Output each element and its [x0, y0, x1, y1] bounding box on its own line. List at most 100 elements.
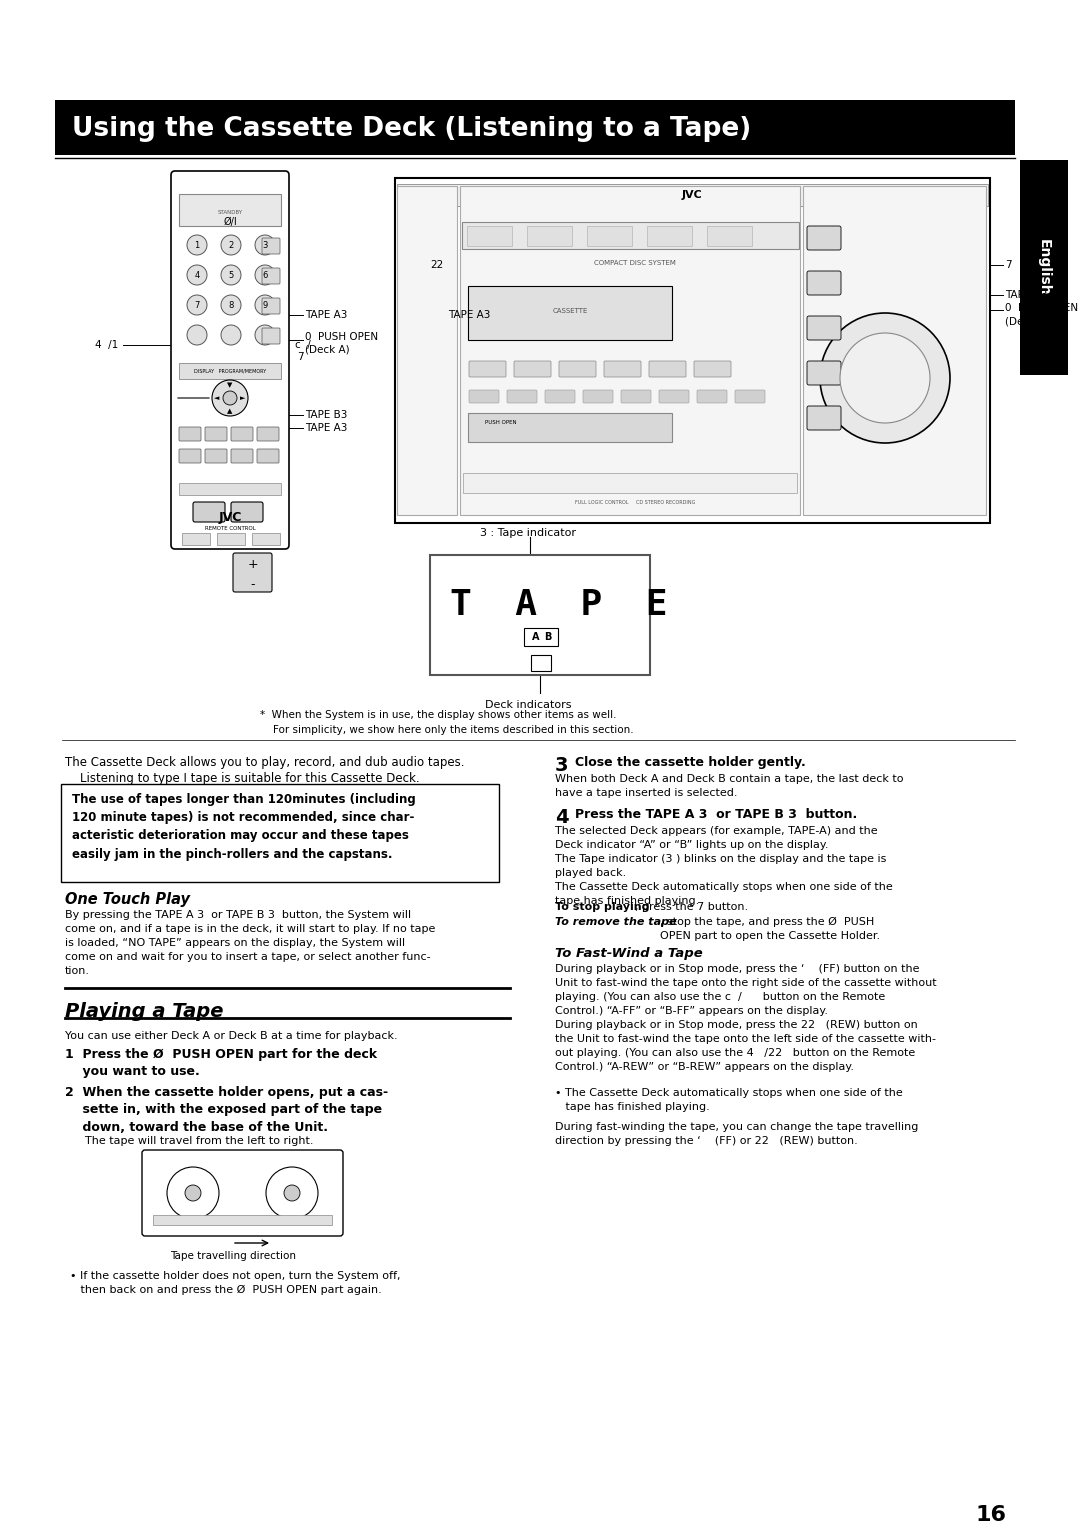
- Text: When both Deck A and Deck B contain a tape, the last deck to
have a tape inserte: When both Deck A and Deck B contain a ta…: [555, 775, 904, 798]
- FancyBboxPatch shape: [468, 413, 672, 442]
- Text: REMOTE CONTROL: REMOTE CONTROL: [204, 527, 255, 532]
- Circle shape: [820, 313, 950, 443]
- FancyBboxPatch shape: [233, 553, 272, 591]
- Text: • The Cassette Deck automatically stops when one side of the
   tape has finishe: • The Cassette Deck automatically stops …: [555, 1088, 903, 1112]
- Circle shape: [255, 325, 275, 345]
- Circle shape: [187, 235, 207, 255]
- FancyBboxPatch shape: [60, 784, 499, 882]
- Text: T  A  P  E: T A P E: [450, 588, 667, 622]
- FancyBboxPatch shape: [395, 177, 990, 523]
- Text: TAPE B3: TAPE B3: [305, 410, 348, 420]
- FancyBboxPatch shape: [179, 194, 281, 226]
- Text: 4: 4: [555, 808, 569, 827]
- Text: To Fast-Wind a Tape: To Fast-Wind a Tape: [555, 947, 703, 960]
- Text: 1  Press the Ø  PUSH OPEN part for the deck: 1 Press the Ø PUSH OPEN part for the dec…: [65, 1048, 377, 1060]
- FancyBboxPatch shape: [647, 226, 692, 246]
- Text: 7: 7: [1005, 260, 1012, 270]
- FancyBboxPatch shape: [183, 533, 210, 545]
- Text: DISPLAY   PROGRAM/MEMORY: DISPLAY PROGRAM/MEMORY: [194, 368, 266, 373]
- Text: 2  When the cassette holder opens, put a cas-: 2 When the cassette holder opens, put a …: [65, 1086, 388, 1099]
- Text: (Deck A): (Deck A): [305, 345, 350, 354]
- Circle shape: [221, 235, 241, 255]
- Text: 16: 16: [975, 1505, 1005, 1525]
- FancyBboxPatch shape: [649, 361, 686, 377]
- Text: English: English: [1037, 238, 1051, 295]
- Circle shape: [255, 264, 275, 286]
- Text: 7: 7: [194, 301, 200, 310]
- Text: B: B: [544, 633, 552, 642]
- FancyBboxPatch shape: [469, 361, 507, 377]
- FancyBboxPatch shape: [588, 226, 632, 246]
- FancyBboxPatch shape: [697, 390, 727, 403]
- FancyBboxPatch shape: [262, 329, 280, 344]
- Circle shape: [185, 1186, 201, 1201]
- Text: , stop the tape, and press the Ø  PUSH
OPEN part to open the Cassette Holder.: , stop the tape, and press the Ø PUSH OP…: [660, 917, 880, 941]
- Circle shape: [221, 295, 241, 315]
- FancyBboxPatch shape: [527, 226, 572, 246]
- Text: Using the Cassette Deck (Listening to a Tape): Using the Cassette Deck (Listening to a …: [72, 116, 752, 142]
- FancyBboxPatch shape: [262, 238, 280, 254]
- Circle shape: [167, 1167, 219, 1219]
- Text: The Cassette Deck allows you to play, record, and dub audio tapes.: The Cassette Deck allows you to play, re…: [65, 756, 464, 769]
- FancyBboxPatch shape: [807, 316, 841, 341]
- Text: Close the cassette holder gently.: Close the cassette holder gently.: [575, 756, 806, 769]
- FancyBboxPatch shape: [179, 364, 281, 379]
- FancyBboxPatch shape: [469, 390, 499, 403]
- FancyBboxPatch shape: [621, 390, 651, 403]
- Text: CASSETTE: CASSETTE: [552, 309, 588, 313]
- Text: 5: 5: [228, 270, 233, 280]
- FancyBboxPatch shape: [462, 222, 799, 249]
- Text: FULL LOGIC CONTROL     CD STEREO RECORDING: FULL LOGIC CONTROL CD STEREO RECORDING: [575, 501, 696, 506]
- FancyBboxPatch shape: [257, 426, 279, 442]
- FancyBboxPatch shape: [807, 270, 841, 295]
- Circle shape: [840, 333, 930, 423]
- Circle shape: [221, 325, 241, 345]
- Text: 6: 6: [262, 270, 268, 280]
- Text: Playing a Tape: Playing a Tape: [65, 1002, 224, 1021]
- Text: ▼: ▼: [227, 382, 232, 388]
- Circle shape: [266, 1167, 318, 1219]
- Text: ▲: ▲: [227, 408, 232, 414]
- FancyBboxPatch shape: [397, 186, 457, 515]
- Text: Tape travelling direction: Tape travelling direction: [170, 1251, 296, 1261]
- Text: • If the cassette holder does not open, turn the System off,
   then back on and: • If the cassette holder does not open, …: [70, 1271, 401, 1296]
- Text: -: -: [251, 579, 255, 591]
- Text: Listening to type I tape is suitable for this Cassette Deck.: Listening to type I tape is suitable for…: [65, 772, 420, 785]
- FancyBboxPatch shape: [463, 474, 797, 494]
- Text: TAPE A3: TAPE A3: [448, 310, 490, 319]
- FancyBboxPatch shape: [179, 426, 201, 442]
- FancyBboxPatch shape: [467, 226, 512, 246]
- FancyBboxPatch shape: [231, 449, 253, 463]
- FancyBboxPatch shape: [545, 390, 575, 403]
- FancyBboxPatch shape: [507, 390, 537, 403]
- FancyBboxPatch shape: [262, 298, 280, 313]
- Text: 8: 8: [228, 301, 233, 310]
- Text: 0  PUSH OPEN: 0 PUSH OPEN: [305, 332, 378, 342]
- Text: To remove the tape: To remove the tape: [555, 917, 677, 927]
- FancyBboxPatch shape: [193, 503, 225, 523]
- FancyBboxPatch shape: [524, 628, 558, 646]
- Text: TAPE B3: TAPE B3: [1005, 290, 1048, 299]
- Text: The tape will travel from the left to right.: The tape will travel from the left to ri…: [85, 1135, 313, 1146]
- Text: PUSH OPEN: PUSH OPEN: [485, 420, 516, 425]
- FancyBboxPatch shape: [804, 186, 986, 515]
- Text: 3: 3: [555, 756, 568, 775]
- Text: During fast-winding the tape, you can change the tape travelling
direction by pr: During fast-winding the tape, you can ch…: [555, 1122, 918, 1146]
- Circle shape: [255, 295, 275, 315]
- Text: +: +: [247, 559, 258, 571]
- Circle shape: [212, 380, 248, 416]
- Text: A: A: [532, 633, 540, 642]
- FancyBboxPatch shape: [531, 656, 551, 671]
- Text: ►: ►: [241, 396, 245, 400]
- Text: 7: 7: [297, 351, 303, 362]
- FancyBboxPatch shape: [807, 361, 841, 385]
- Text: JVC: JVC: [681, 189, 702, 200]
- Circle shape: [222, 391, 237, 405]
- Text: 1: 1: [194, 240, 200, 249]
- Text: The selected Deck appears (for example, TAPE-A) and the
Deck indicator “A” or “B: The selected Deck appears (for example, …: [555, 827, 893, 906]
- FancyBboxPatch shape: [141, 1151, 343, 1236]
- Text: TAPE A3: TAPE A3: [305, 310, 348, 319]
- FancyBboxPatch shape: [807, 406, 841, 429]
- FancyBboxPatch shape: [604, 361, 642, 377]
- Text: 3 : Tape indicator: 3 : Tape indicator: [480, 529, 576, 538]
